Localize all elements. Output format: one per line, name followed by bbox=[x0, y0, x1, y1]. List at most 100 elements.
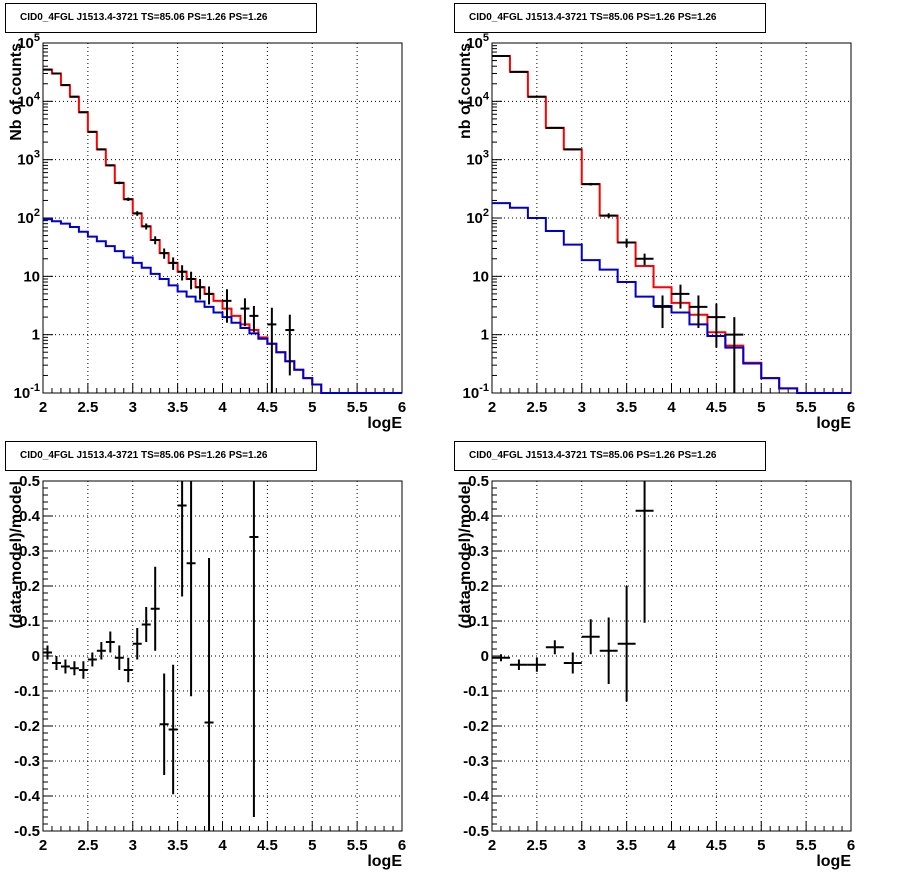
y-tick-label: 1 bbox=[481, 327, 489, 344]
grid bbox=[43, 43, 402, 393]
x-tick-label: 4.5 bbox=[706, 399, 727, 416]
x-axis-title: logE bbox=[816, 415, 851, 432]
data-layer bbox=[492, 54, 851, 394]
pad4-title: CID0_4FGL J1513.4-3721 TS=85.06 PS=1.26 … bbox=[454, 441, 766, 471]
y-tick-exp: 3 bbox=[34, 149, 40, 161]
y-tick-label: 10 bbox=[472, 268, 489, 285]
data-layer bbox=[43, 68, 402, 394]
x-tick-label: 4 bbox=[667, 399, 676, 416]
x-tick-label: 5 bbox=[308, 837, 316, 854]
y-tick-label: 0.3 bbox=[468, 543, 489, 560]
y-tick-label: 0.1 bbox=[468, 613, 489, 630]
x-tick-label: 2.5 bbox=[77, 837, 98, 854]
y-tick-exp: -1 bbox=[479, 382, 489, 394]
x-tick-label: 3 bbox=[129, 399, 137, 416]
y-tick-label: 0 bbox=[32, 648, 40, 665]
x-tick-label: 6 bbox=[847, 837, 855, 854]
x-tick-label: 3.5 bbox=[167, 837, 188, 854]
y-tick-label: -0.1 bbox=[463, 683, 489, 700]
x-tick-label: 4.5 bbox=[257, 399, 278, 416]
y-tick-base: 10 bbox=[466, 210, 483, 227]
pad2-title: CID0_4FGL J1513.4-3721 TS=85.06 PS=1.26 … bbox=[454, 3, 766, 33]
x-tick-label: 6 bbox=[847, 399, 855, 416]
pad-2: 2 2.5 3 3.5 4 4.5 5 5.5 610-1110102103104105logE… bbox=[457, 32, 855, 432]
y-tick-base: 10 bbox=[466, 152, 483, 169]
y-tick-label: 10 bbox=[23, 268, 40, 285]
y-tick-exp: 5 bbox=[34, 32, 40, 44]
x-tick-label: 5.5 bbox=[347, 399, 368, 416]
y-tick-base: 10 bbox=[14, 385, 31, 402]
x-tick-label: 5.5 bbox=[796, 837, 817, 854]
y-tick-exp: 2 bbox=[34, 207, 40, 219]
y-tick-exp: 3 bbox=[483, 149, 489, 161]
y-tick-label: 0.4 bbox=[19, 508, 41, 525]
y-tick-label: 0.1 bbox=[19, 613, 40, 630]
y-axis-title: (data-model)/model bbox=[8, 481, 25, 629]
y-tick-label: -0.5 bbox=[14, 823, 40, 840]
x-tick-label: 6 bbox=[398, 837, 406, 854]
pad1-title: CID0_4FGL J1513.4-3721 TS=85.06 PS=1.26 … bbox=[5, 3, 317, 33]
y-axis-title: (data-model)/model bbox=[457, 481, 474, 629]
pad-1: 2 2.5 3 3.5 4 4.5 5 5.5 610-1110102103104105logE… bbox=[8, 32, 406, 432]
y-tick-base: 10 bbox=[466, 35, 483, 52]
data-layer bbox=[492, 481, 654, 702]
x-ticks bbox=[491, 821, 852, 831]
y-tick-base: 10 bbox=[17, 93, 34, 110]
x-tick-label: 5.5 bbox=[796, 399, 817, 416]
x-tick-label: 2 bbox=[39, 399, 47, 416]
y-tick-base: 10 bbox=[463, 385, 480, 402]
y-tick-base: 10 bbox=[466, 93, 483, 110]
x-tick-label: 5 bbox=[757, 837, 765, 854]
x-tick-label: 4 bbox=[218, 399, 227, 416]
y-tick-label: -0.2 bbox=[14, 718, 40, 735]
y-tick-label: -0.5 bbox=[463, 823, 489, 840]
pad-3: 2 2.5 3 3.5 4 4.5 5 5.5 6 -0.5 -0.4 -0.3 -0.2 -0.1 0 0.… bbox=[8, 473, 406, 870]
x-tick-label: 6 bbox=[398, 399, 406, 416]
y-tick-label: -0.3 bbox=[463, 753, 489, 770]
x-tick-label: 5 bbox=[757, 399, 765, 416]
x-tick-label: 3 bbox=[578, 399, 586, 416]
y-tick-label: 1 bbox=[32, 327, 40, 344]
x-axis-title: logE bbox=[367, 415, 402, 432]
y-tick-label: 0.2 bbox=[468, 578, 489, 595]
y-ticks bbox=[492, 45, 502, 394]
y-tick-base: 10 bbox=[17, 152, 34, 169]
x-tick-label: 5 bbox=[308, 399, 316, 416]
x-tick-label: 2 bbox=[488, 399, 496, 416]
y-tick-label: 10-1 bbox=[463, 382, 489, 402]
y-ticks bbox=[43, 480, 53, 832]
y-tick-label: 0.5 bbox=[468, 473, 489, 490]
pad3-title: CID0_4FGL J1513.4-3721 TS=85.06 PS=1.26 … bbox=[5, 441, 317, 471]
y-tick-label: 103 bbox=[466, 149, 489, 169]
x-tick-label: 4.5 bbox=[706, 837, 727, 854]
y-ticks bbox=[43, 45, 53, 394]
y-tick-label: 105 bbox=[17, 32, 40, 52]
y-tick-label: -0.4 bbox=[14, 788, 41, 805]
pad-4: 2 2.5 3 3.5 4 4.5 5 5.5 6 -0.5 -0.4 -0.3 -0.2 -0.1 0 0.… bbox=[457, 473, 855, 870]
x-ticks bbox=[42, 821, 403, 831]
x-tick-label: 4 bbox=[218, 837, 227, 854]
y-tick-label: 10-1 bbox=[14, 382, 40, 402]
grid bbox=[492, 481, 851, 831]
y-tick-label: -0.3 bbox=[14, 753, 40, 770]
y-tick-base: 10 bbox=[17, 35, 34, 52]
x-tick-label: 2 bbox=[488, 837, 496, 854]
y-tick-label: 104 bbox=[466, 90, 490, 110]
data-layer bbox=[43, 481, 259, 831]
y-ticks bbox=[492, 480, 502, 832]
y-tick-label: 0.4 bbox=[468, 508, 490, 525]
y-tick-label: -0.4 bbox=[463, 788, 490, 805]
y-tick-exp: 4 bbox=[34, 90, 41, 102]
y-tick-label: 0.5 bbox=[19, 473, 40, 490]
x-axis-title: logE bbox=[816, 853, 851, 870]
y-tick-label: 0 bbox=[481, 648, 489, 665]
x-tick-label: 2.5 bbox=[526, 837, 547, 854]
y-tick-label: -0.2 bbox=[463, 718, 489, 735]
y-tick-label: 0.3 bbox=[19, 543, 40, 560]
grid bbox=[43, 481, 402, 831]
x-tick-label: 5.5 bbox=[347, 837, 368, 854]
y-tick-label: 102 bbox=[17, 207, 40, 227]
x-tick-label: 4 bbox=[667, 837, 676, 854]
x-tick-label: 2 bbox=[39, 837, 47, 854]
